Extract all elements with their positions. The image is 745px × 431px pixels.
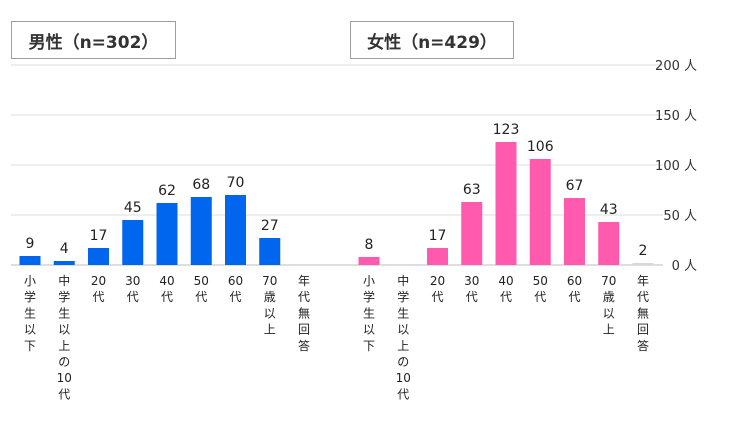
data-label: 123 (493, 122, 520, 138)
category-label: 中学生以上の 10 代 (396, 273, 411, 401)
category-label: 年代無回答 (298, 274, 310, 353)
data-label: 70 (227, 175, 245, 191)
y-tick-label: 150 人 (655, 109, 697, 124)
bar-female-0 (358, 257, 380, 265)
category-label: 50 代 (194, 274, 209, 304)
bar-male-7 (259, 238, 281, 265)
data-label: 2 (639, 243, 648, 259)
data-label: 27 (261, 218, 279, 234)
bar-female-6 (564, 198, 585, 265)
data-label: 17 (90, 228, 108, 244)
category-label: 60 代 (228, 274, 243, 304)
category-label: 40 代 (159, 274, 174, 304)
category-label: 20 代 (91, 274, 106, 304)
y-tick-label: 50 人 (663, 209, 697, 224)
bar-male-4 (156, 203, 178, 265)
category-label: 30 代 (464, 274, 479, 304)
bar-male-3 (122, 220, 144, 265)
data-label: 45 (124, 200, 142, 216)
data-label: 9 (26, 236, 35, 252)
bar-female-4 (495, 142, 517, 265)
bar-female-3 (461, 202, 483, 265)
category-label: 中学生以上の 10 代 (57, 273, 72, 401)
y-tick-label: 200 人 (655, 59, 697, 74)
legend-female: 女性（n=429） (350, 21, 514, 59)
data-label: 43 (600, 202, 618, 218)
bar-female-8 (632, 263, 654, 265)
bar-female-7 (598, 222, 620, 265)
category-label: 40 代 (498, 274, 513, 304)
y-tick-label: 0 人 (672, 259, 697, 274)
bar-female-5 (529, 159, 551, 265)
category-label: 小学生以下 (24, 274, 36, 353)
bar-female-2 (427, 248, 448, 265)
category-label: 70 歳以上 (601, 274, 616, 337)
data-label: 68 (192, 177, 210, 193)
category-label: 70 歳以上 (262, 274, 277, 337)
category-label: 30 代 (125, 274, 140, 304)
bar-male-6 (225, 195, 246, 265)
data-label: 4 (60, 241, 69, 257)
category-label: 50 代 (533, 274, 548, 304)
data-label: 17 (429, 228, 447, 244)
category-label: 年代無回答 (637, 274, 649, 353)
data-label: 63 (463, 182, 481, 198)
data-label: 106 (527, 139, 554, 155)
bar-male-5 (190, 197, 212, 265)
bar-male-1 (53, 261, 75, 265)
category-label: 小学生以下 (363, 274, 375, 353)
data-label: 62 (158, 183, 176, 199)
bar-male-0 (19, 256, 41, 265)
data-label: 8 (365, 237, 374, 253)
category-label: 20 代 (430, 274, 445, 304)
y-tick-label: 100 人 (655, 159, 697, 174)
legend-male: 男性（n=302） (11, 21, 176, 59)
data-label: 67 (566, 178, 584, 194)
category-label: 60 代 (567, 274, 582, 304)
bar-male-2 (88, 248, 109, 265)
